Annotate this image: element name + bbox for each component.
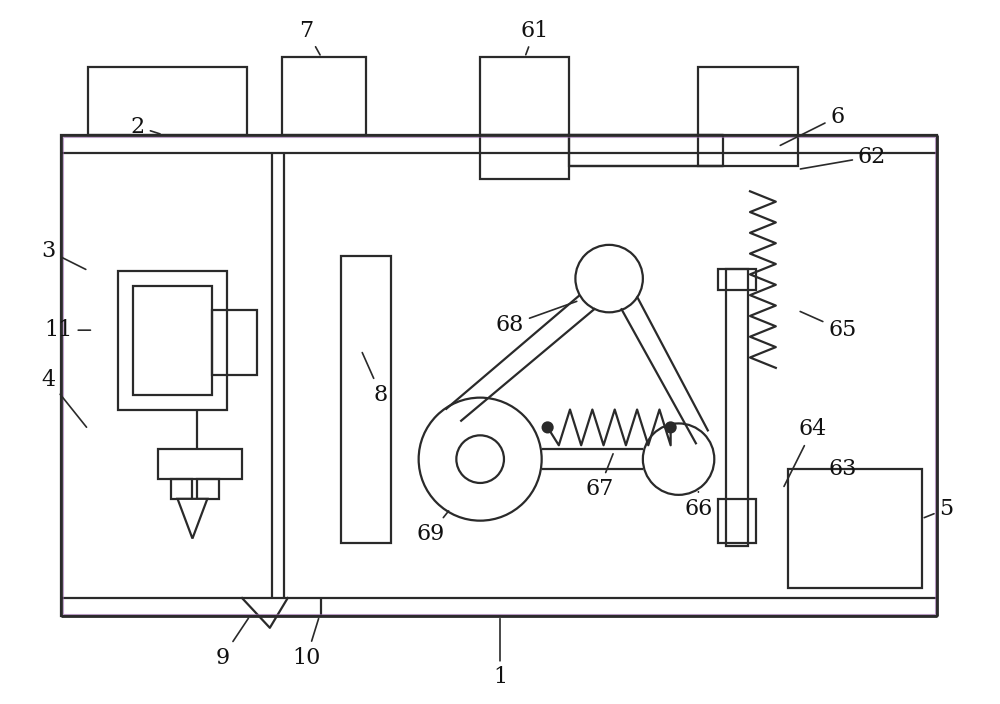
Text: 65: 65 bbox=[800, 311, 856, 341]
Text: 66: 66 bbox=[684, 491, 713, 520]
Bar bbox=[480, 57, 569, 134]
Text: 4: 4 bbox=[42, 369, 87, 427]
Text: 10: 10 bbox=[292, 619, 321, 669]
Polygon shape bbox=[178, 499, 207, 539]
Bar bbox=[197, 479, 219, 499]
Bar bbox=[171, 479, 192, 499]
Text: 67: 67 bbox=[585, 454, 613, 500]
Bar bbox=[698, 68, 798, 166]
Bar bbox=[569, 134, 723, 166]
Bar bbox=[158, 449, 242, 479]
Circle shape bbox=[666, 422, 676, 432]
Bar bbox=[133, 286, 212, 395]
Bar bbox=[88, 68, 247, 134]
Text: 62: 62 bbox=[800, 146, 886, 169]
Circle shape bbox=[543, 422, 553, 432]
Text: 11: 11 bbox=[44, 319, 90, 341]
Text: 9: 9 bbox=[215, 618, 248, 669]
Bar bbox=[212, 310, 257, 375]
Bar bbox=[61, 134, 937, 616]
Bar bbox=[726, 269, 748, 546]
Bar bbox=[788, 469, 922, 588]
Text: 61: 61 bbox=[521, 20, 549, 55]
Text: 68: 68 bbox=[496, 301, 577, 337]
Bar bbox=[718, 269, 756, 291]
Bar bbox=[718, 499, 756, 543]
Bar bbox=[282, 57, 366, 134]
Text: 5: 5 bbox=[924, 498, 954, 520]
Text: 3: 3 bbox=[41, 240, 86, 270]
Text: 6: 6 bbox=[780, 106, 844, 146]
Bar bbox=[341, 256, 391, 543]
Text: 2: 2 bbox=[131, 115, 160, 138]
Text: 7: 7 bbox=[299, 20, 320, 55]
Text: 69: 69 bbox=[416, 511, 449, 545]
Text: 1: 1 bbox=[493, 619, 507, 689]
Text: 63: 63 bbox=[790, 458, 856, 480]
Bar bbox=[480, 134, 569, 180]
Text: 8: 8 bbox=[362, 353, 388, 406]
Text: 64: 64 bbox=[784, 418, 827, 486]
Bar bbox=[118, 270, 227, 410]
